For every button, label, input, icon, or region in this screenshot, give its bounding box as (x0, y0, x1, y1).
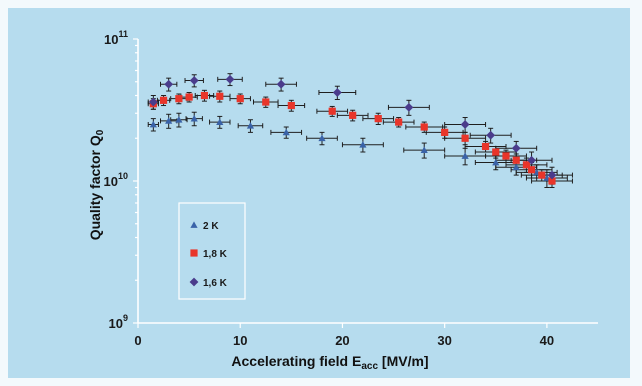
data-point-2-k (149, 120, 157, 128)
x-tick-label: 40 (540, 333, 554, 348)
data-point-1-8-k (492, 148, 500, 156)
error-bars (147, 73, 573, 188)
y-tick-label: 109 (109, 313, 128, 331)
data-point-1-6-k (527, 155, 536, 165)
data-point-1-8-k (159, 96, 168, 104)
y-tick-label: 1011 (104, 29, 128, 47)
data-point-1-8-k (328, 107, 336, 115)
data-point-1-8-k (349, 111, 357, 119)
chart-figure: 0 10 20 30 40 109 1010 1011 2 K 1,8 K 1,6 K Accel… (8, 8, 630, 378)
data-point-2-k (461, 152, 469, 159)
data-point-2-k (246, 122, 255, 129)
chart-svg: 0 10 20 30 40 109 1010 1011 2 K 1,8 K 1,6 K Accel… (87, 29, 598, 372)
data-point-1-6-k (225, 74, 235, 84)
data-point-2-k (282, 128, 290, 136)
data-point-1-8-k (236, 95, 244, 103)
data-point-1-6-k (276, 79, 286, 89)
data-point-2-k (492, 158, 500, 166)
x-axis-title: Accelerating field Eacc [MV/m] (231, 353, 428, 372)
data-point-1-8-k (512, 156, 520, 164)
data-point-1-8-k (441, 128, 449, 136)
data-point-1-8-k (262, 98, 270, 106)
data-point-1-6-k (164, 79, 174, 89)
data-point-1-8-k (420, 123, 428, 131)
data-point-1-8-k (200, 91, 209, 100)
data-point-1-8-k (548, 177, 556, 185)
data-point-2-k (190, 115, 198, 122)
data-point-1-8-k (522, 161, 531, 169)
data-point-1-8-k (481, 142, 490, 151)
data-point-1-8-k (461, 134, 469, 142)
y-axis-title: Quality factor Q0 (87, 129, 106, 240)
data-point-2-k (420, 146, 428, 153)
data-point-1-8-k (287, 101, 295, 110)
data-point-1-6-k (547, 170, 557, 180)
y-tick-label: 1010 (104, 171, 128, 189)
data-point-1-8-k (185, 93, 193, 101)
legend: 2 K 1,8 K 1,6 K (178, 202, 246, 300)
data-point-1-8-k (395, 118, 403, 126)
data-point-2-k (512, 163, 520, 171)
data-point-1-6-k (404, 102, 414, 112)
data-point-1-6-k (460, 120, 470, 129)
legend-label-1-8-k: 1,8 K (203, 249, 228, 260)
data-point-1-8-k (527, 166, 536, 174)
data-markers (148, 74, 557, 185)
data-point-1-6-k (511, 143, 521, 153)
legend-label-2-k: 2 K (203, 221, 219, 232)
data-point-1-6-k (148, 97, 158, 107)
data-point-1-8-k (216, 92, 224, 100)
axes: 0 10 20 30 40 109 1010 1011 (104, 29, 598, 348)
legend-marker-1-8-k (190, 249, 198, 257)
legend-label-1-6-k: 1,6 K (203, 278, 228, 289)
data-point-2-k (359, 141, 367, 148)
x-tick-label: 20 (335, 333, 349, 348)
data-point-2-k (318, 134, 326, 142)
x-tick-label: 10 (233, 333, 247, 348)
data-point-1-6-k (189, 76, 199, 85)
data-point-2-k (175, 116, 183, 123)
data-point-2-k (165, 117, 173, 124)
data-point-1-8-k (374, 115, 382, 123)
data-point-1-6-k (332, 88, 342, 97)
data-point-1-6-k (486, 130, 496, 140)
x-tick-label: 30 (437, 333, 451, 348)
data-point-1-8-k (175, 95, 183, 103)
data-point-2-k (216, 118, 224, 125)
legend-marker-2-k (190, 221, 198, 228)
legend-box (178, 202, 246, 300)
data-point-1-8-k (502, 152, 510, 160)
legend-marker-1-6-k (189, 277, 199, 287)
x-tick-label: 0 (134, 333, 141, 348)
data-point-1-8-k (538, 171, 546, 179)
